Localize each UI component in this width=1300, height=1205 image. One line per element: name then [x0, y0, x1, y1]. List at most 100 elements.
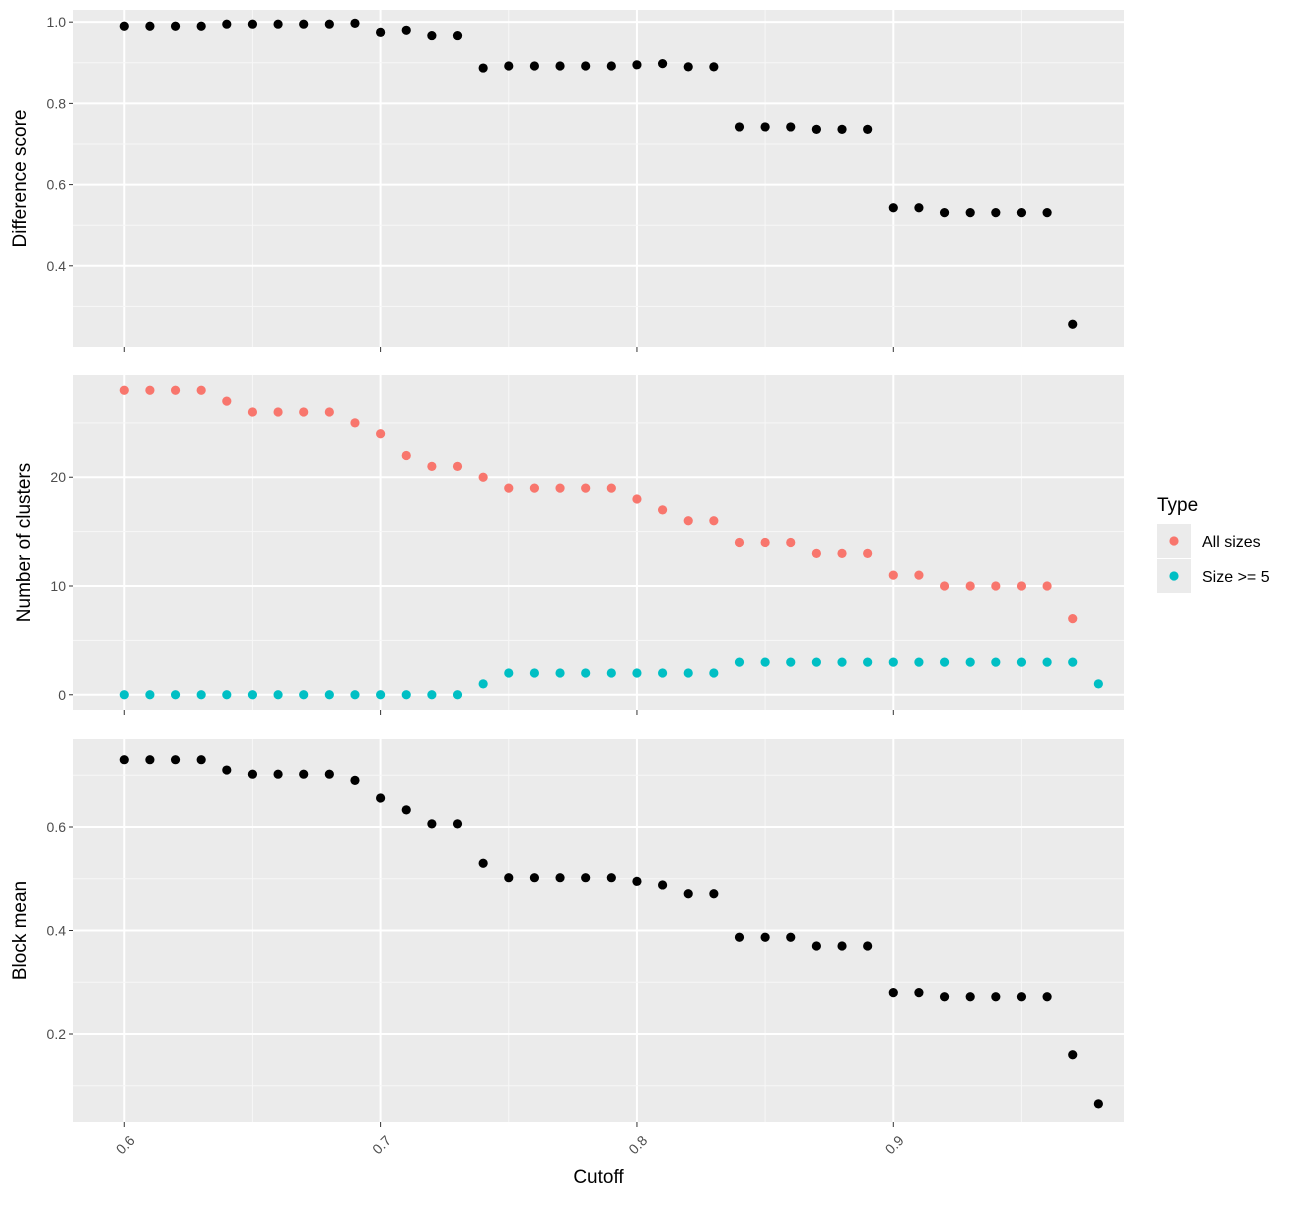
data-point: [529, 873, 540, 883]
data-point: [888, 988, 898, 998]
data-point: [606, 483, 616, 493]
data-point: [632, 60, 642, 70]
data-point: [1068, 657, 1078, 667]
data-point: [939, 208, 950, 218]
data-point: [914, 657, 924, 667]
y-axis-label: Difference score: [10, 110, 31, 248]
x-tick-label: 0.8: [625, 1132, 650, 1157]
data-point: [504, 483, 514, 493]
data-point: [299, 769, 309, 779]
data-point: [632, 668, 642, 678]
data-point: [657, 505, 668, 515]
data-point: [863, 657, 873, 667]
data-point: [196, 690, 206, 700]
data-point: [427, 819, 437, 829]
data-point: [1042, 581, 1052, 591]
data-point: [299, 690, 309, 700]
data-point: [350, 18, 360, 28]
data-point: [529, 483, 540, 493]
data-point: [170, 755, 181, 765]
data-point: [811, 657, 821, 667]
data-point: [581, 61, 591, 71]
data-point: [683, 62, 693, 72]
data-point: [1068, 1050, 1078, 1060]
data-point: [324, 407, 334, 417]
data-point: [247, 769, 258, 779]
data-point: [452, 690, 463, 700]
data-point: [555, 483, 565, 493]
y-tick-label: 0.8: [47, 95, 67, 111]
data-point: [734, 537, 745, 548]
data-point: [504, 668, 514, 678]
data-point: [222, 396, 232, 406]
panel-2: 0 10 20 Number of clusters: [14, 375, 1124, 715]
data-point: [606, 668, 616, 678]
y-tick-label: 0: [58, 687, 66, 703]
data-point: [555, 61, 565, 71]
data-point: [760, 657, 770, 667]
data-point: [1042, 657, 1052, 667]
data-point: [939, 992, 950, 1002]
data-point: [837, 657, 847, 667]
data-point: [786, 122, 796, 132]
legend-key-point: [1169, 571, 1179, 581]
y-tick-label: 0.4: [47, 923, 67, 939]
data-point: [350, 775, 360, 786]
data-point: [145, 690, 155, 700]
data-point: [888, 570, 898, 580]
data-point: [1068, 614, 1078, 624]
data-point: [222, 690, 232, 700]
data-point: [529, 668, 540, 678]
data-point: [504, 61, 514, 71]
data-point: [119, 385, 129, 395]
data-point: [299, 407, 309, 417]
data-point: [888, 657, 898, 667]
data-point: [145, 385, 155, 395]
data-point: [452, 30, 463, 41]
data-point: [196, 755, 206, 765]
data-point: [478, 679, 488, 689]
data-point: [376, 27, 386, 37]
data-point: [170, 21, 181, 31]
data-point: [991, 657, 1001, 667]
data-point: [401, 450, 411, 461]
data-point: [555, 873, 565, 883]
data-point: [837, 124, 847, 134]
data-point: [581, 873, 591, 883]
data-point: [350, 418, 360, 428]
data-point: [734, 932, 745, 942]
legend-key-point: [1169, 536, 1179, 546]
data-point: [965, 208, 975, 218]
data-point: [632, 876, 642, 886]
data-point: [324, 769, 334, 779]
y-tick-label: 20: [50, 469, 66, 485]
data-point: [760, 932, 770, 942]
data-point: [888, 203, 898, 213]
data-point: [376, 690, 386, 700]
data-point: [991, 208, 1001, 218]
x-axis-label: Cutoff: [573, 1167, 624, 1188]
data-point: [222, 765, 232, 775]
data-point: [683, 889, 693, 899]
data-point: [683, 668, 693, 678]
panel-background: [73, 375, 1124, 710]
data-point: [760, 122, 770, 132]
data-point: [299, 19, 309, 29]
data-point: [786, 537, 796, 548]
data-point: [581, 483, 591, 493]
data-point: [657, 880, 668, 890]
data-point: [196, 385, 206, 395]
data-point: [247, 407, 258, 417]
data-point: [965, 992, 975, 1002]
y-tick-label: 0.2: [47, 1026, 67, 1042]
panel-3: 0.2 0.4 0.6 Block mean 0.6 0.7 0.8 0.9 Cutoff: [10, 739, 1124, 1188]
y-tick-label: 0.6: [47, 177, 67, 193]
data-point: [1068, 319, 1078, 329]
data-point: [555, 668, 565, 678]
data-point: [222, 19, 232, 29]
data-point: [811, 124, 821, 134]
y-tick-label: 1.0: [47, 14, 67, 30]
data-point: [786, 657, 796, 667]
